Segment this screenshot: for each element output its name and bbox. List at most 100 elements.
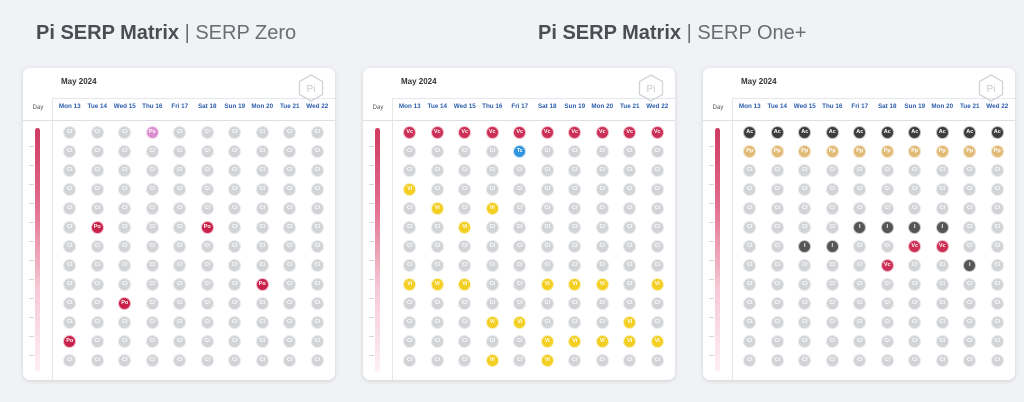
- serp-feature-dot[interactable]: Vi: [568, 335, 582, 348]
- serp-feature-dot[interactable]: Cl: [935, 297, 949, 310]
- serp-feature-dot[interactable]: Cl: [743, 354, 757, 367]
- serp-feature-dot[interactable]: Cl: [743, 316, 757, 329]
- serp-feature-dot[interactable]: Ac: [908, 126, 922, 139]
- serp-feature-dot[interactable]: Cl: [63, 259, 77, 272]
- serp-feature-dot[interactable]: Cl: [200, 126, 214, 139]
- serp-feature-dot[interactable]: Cl: [908, 335, 922, 348]
- serp-feature-dot[interactable]: Cl: [283, 202, 297, 215]
- serp-feature-dot[interactable]: Cl: [283, 259, 297, 272]
- serp-feature-dot[interactable]: Cl: [908, 297, 922, 310]
- serp-feature-dot[interactable]: Cl: [228, 354, 242, 367]
- serp-feature-dot[interactable]: Cl: [770, 164, 784, 177]
- serp-feature-dot[interactable]: Cl: [798, 335, 812, 348]
- serp-feature-dot[interactable]: Cl: [403, 164, 417, 177]
- serp-feature-dot[interactable]: Cl: [403, 354, 417, 367]
- serp-feature-dot[interactable]: Cl: [880, 316, 894, 329]
- serp-feature-dot[interactable]: Cl: [798, 202, 812, 215]
- serp-feature-dot[interactable]: Vc: [568, 126, 582, 139]
- serp-feature-dot[interactable]: Cl: [485, 183, 499, 196]
- serp-feature-dot[interactable]: I: [825, 240, 839, 253]
- serp-feature-dot[interactable]: Cl: [770, 316, 784, 329]
- serp-feature-dot[interactable]: Cl: [63, 164, 77, 177]
- serp-feature-dot[interactable]: Cl: [310, 164, 324, 177]
- serp-feature-dot[interactable]: Vi: [485, 316, 499, 329]
- serp-feature-dot[interactable]: Cl: [458, 202, 472, 215]
- serp-feature-dot[interactable]: Cl: [228, 259, 242, 272]
- serp-feature-dot[interactable]: Cl: [63, 240, 77, 253]
- serp-feature-dot[interactable]: Cl: [228, 240, 242, 253]
- serp-feature-dot[interactable]: Cl: [743, 202, 757, 215]
- serp-feature-dot[interactable]: Cl: [595, 354, 609, 367]
- serp-feature-dot[interactable]: Cl: [90, 278, 104, 291]
- serp-feature-dot[interactable]: Cl: [90, 202, 104, 215]
- serp-feature-dot[interactable]: Cl: [90, 126, 104, 139]
- serp-feature-dot[interactable]: Ac: [853, 126, 867, 139]
- serp-feature-dot[interactable]: Cl: [743, 240, 757, 253]
- serp-feature-dot[interactable]: Cl: [430, 335, 444, 348]
- serp-feature-dot[interactable]: Cl: [990, 354, 1004, 367]
- serp-feature-dot[interactable]: Cl: [963, 202, 977, 215]
- serp-feature-dot[interactable]: Cl: [743, 278, 757, 291]
- serp-feature-dot[interactable]: Vi: [623, 316, 637, 329]
- serp-feature-dot[interactable]: Vc: [935, 240, 949, 253]
- serp-feature-dot[interactable]: Cl: [403, 145, 417, 158]
- serp-feature-dot[interactable]: Cl: [540, 202, 554, 215]
- serp-feature-dot[interactable]: Vi: [650, 278, 664, 291]
- serp-feature-dot[interactable]: Cl: [228, 278, 242, 291]
- serp-feature-dot[interactable]: Cl: [173, 240, 187, 253]
- serp-feature-dot[interactable]: Cl: [623, 202, 637, 215]
- serp-feature-dot[interactable]: Vi: [568, 278, 582, 291]
- serp-feature-dot[interactable]: I: [853, 221, 867, 234]
- serp-feature-dot[interactable]: Cl: [200, 278, 214, 291]
- serp-feature-dot[interactable]: Cl: [403, 240, 417, 253]
- serp-feature-dot[interactable]: Cl: [228, 316, 242, 329]
- serp-feature-dot[interactable]: Cl: [623, 164, 637, 177]
- serp-feature-dot[interactable]: Cl: [145, 145, 159, 158]
- serp-feature-dot[interactable]: Cl: [568, 145, 582, 158]
- serp-feature-dot[interactable]: Cl: [650, 164, 664, 177]
- serp-feature-dot[interactable]: Cl: [430, 145, 444, 158]
- serp-feature-dot[interactable]: Cl: [310, 240, 324, 253]
- serp-feature-dot[interactable]: Cl: [118, 354, 132, 367]
- serp-feature-dot[interactable]: Cl: [743, 221, 757, 234]
- serp-feature-dot[interactable]: Cl: [963, 354, 977, 367]
- serp-feature-dot[interactable]: Cl: [228, 335, 242, 348]
- serp-feature-dot[interactable]: Cl: [935, 164, 949, 177]
- serp-feature-dot[interactable]: Cl: [200, 335, 214, 348]
- serp-feature-dot[interactable]: Cl: [798, 316, 812, 329]
- serp-feature-dot[interactable]: Vi: [595, 278, 609, 291]
- serp-feature-dot[interactable]: Cl: [145, 202, 159, 215]
- serp-feature-dot[interactable]: Cl: [283, 297, 297, 310]
- serp-feature-dot[interactable]: Vc: [403, 126, 417, 139]
- serp-feature-dot[interactable]: Cl: [200, 259, 214, 272]
- serp-feature-dot[interactable]: Cl: [90, 354, 104, 367]
- serp-feature-dot[interactable]: Ac: [770, 126, 784, 139]
- serp-feature-dot[interactable]: Cl: [228, 202, 242, 215]
- serp-feature-dot[interactable]: Cl: [825, 278, 839, 291]
- serp-feature-dot[interactable]: Cl: [880, 278, 894, 291]
- serp-feature-dot[interactable]: Vi: [623, 335, 637, 348]
- serp-feature-dot[interactable]: Cl: [770, 221, 784, 234]
- serp-feature-dot[interactable]: Cl: [963, 164, 977, 177]
- serp-feature-dot[interactable]: Vi: [485, 354, 499, 367]
- serp-feature-dot[interactable]: Cl: [63, 316, 77, 329]
- serp-feature-dot[interactable]: Cl: [63, 183, 77, 196]
- serp-feature-dot[interactable]: Cl: [283, 183, 297, 196]
- serp-feature-dot[interactable]: Vc: [623, 126, 637, 139]
- serp-feature-dot[interactable]: Cl: [173, 259, 187, 272]
- serp-feature-dot[interactable]: Cl: [458, 183, 472, 196]
- serp-feature-dot[interactable]: Cl: [173, 164, 187, 177]
- serp-feature-dot[interactable]: Vc: [430, 126, 444, 139]
- serp-feature-dot[interactable]: Cl: [173, 278, 187, 291]
- serp-feature-dot[interactable]: Cl: [540, 240, 554, 253]
- serp-feature-dot[interactable]: Vc: [880, 259, 894, 272]
- serp-feature-dot[interactable]: Cl: [513, 297, 527, 310]
- serp-feature-dot[interactable]: Ac: [825, 126, 839, 139]
- serp-feature-dot[interactable]: Cl: [283, 221, 297, 234]
- serp-feature-dot[interactable]: Vc: [485, 126, 499, 139]
- serp-feature-dot[interactable]: Cl: [458, 335, 472, 348]
- serp-feature-dot[interactable]: Cl: [935, 335, 949, 348]
- serp-feature-dot[interactable]: Cl: [458, 240, 472, 253]
- serp-feature-dot[interactable]: Cl: [118, 126, 132, 139]
- serp-feature-dot[interactable]: Cl: [118, 335, 132, 348]
